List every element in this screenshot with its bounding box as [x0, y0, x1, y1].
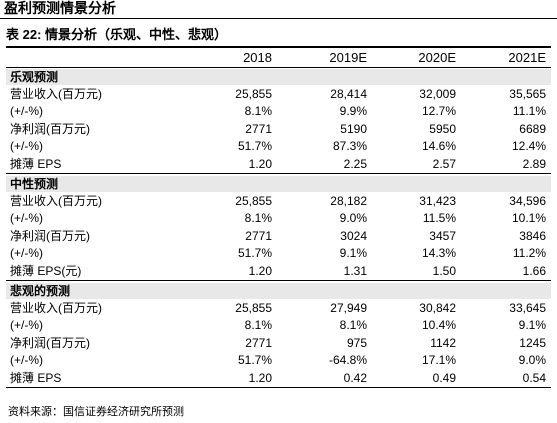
- header-rule: [6, 67, 551, 68]
- cell: 5190: [340, 121, 367, 136]
- cell: 0.49: [432, 370, 456, 385]
- row-label: 营业收入(百万元): [10, 301, 102, 315]
- cell: 11.1%: [512, 104, 546, 119]
- row-label: 净利润(百万元): [10, 335, 90, 350]
- row-label: 营业收入(百万元): [10, 194, 102, 208]
- section-rule: [6, 387, 551, 388]
- cell: 17.1%: [421, 353, 456, 368]
- row-label: 净利润(百万元): [10, 121, 90, 136]
- cell: 14.6%: [421, 139, 456, 154]
- cell: 1.20: [248, 263, 272, 278]
- cell: 975: [346, 335, 367, 350]
- cell: 10.4%: [421, 318, 456, 333]
- cell: 2771: [245, 335, 272, 350]
- cell: -64.8%: [328, 353, 367, 368]
- cell: 87.3%: [332, 139, 367, 154]
- column-header: 2019E: [329, 50, 367, 65]
- section-rule: [6, 173, 551, 174]
- cell: 8.1%: [244, 318, 272, 333]
- cell: 51.7%: [237, 353, 272, 368]
- page-title: 盈利预测情景分析: [4, 0, 116, 16]
- cell: 1.20: [248, 370, 272, 385]
- cell: 9.1%: [339, 246, 367, 261]
- cell: 3024: [340, 228, 367, 243]
- cell: 27,949: [330, 301, 367, 315]
- cell: 25,855: [235, 194, 272, 208]
- cell: 35,565: [509, 87, 546, 101]
- column-header: 2020E: [418, 50, 456, 65]
- table-caption: 表 22: 情景分析（乐观、中性、悲观）: [6, 27, 228, 42]
- row-label: (+/-%): [10, 139, 43, 154]
- cell: 31,423: [419, 194, 456, 208]
- cell: 11.2%: [512, 246, 546, 261]
- cell: 1.66: [522, 263, 546, 278]
- row-label: (+/-%): [10, 318, 43, 333]
- section-band: [6, 283, 551, 299]
- cell: 8.1%: [339, 318, 367, 333]
- cell: 2771: [245, 228, 272, 243]
- title-rule: [0, 18, 557, 19]
- section-band: [6, 176, 551, 192]
- cell: 6689: [519, 121, 546, 136]
- top-rule: [6, 46, 551, 48]
- cell: 12.7%: [421, 104, 456, 119]
- row-label: (+/-%): [10, 211, 43, 226]
- row-label: (+/-%): [10, 104, 43, 119]
- row-label: 摊薄 EPS(元): [10, 263, 82, 278]
- cell: 0.54: [522, 370, 546, 385]
- cell: 2771: [245, 121, 272, 136]
- section-rule: [6, 280, 551, 281]
- cell: 28,414: [330, 87, 367, 101]
- section-title: 悲观的预测: [10, 284, 71, 298]
- section-title: 乐观预测: [10, 70, 59, 84]
- cell: 3457: [429, 228, 456, 243]
- cell: 2.57: [432, 156, 456, 171]
- cell: 0.42: [343, 370, 367, 385]
- cell: 8.1%: [244, 104, 272, 119]
- row-label: 营业收入(百万元): [10, 87, 102, 101]
- cell: 51.7%: [237, 246, 272, 261]
- cell: 1.31: [343, 263, 367, 278]
- cell: 30,842: [419, 301, 456, 315]
- cell: 51.7%: [237, 139, 272, 154]
- cell: 25,855: [235, 301, 272, 315]
- cell: 12.4%: [511, 139, 546, 154]
- cell: 10.1%: [511, 211, 546, 226]
- section-band: [6, 69, 551, 85]
- cell: 3846: [519, 228, 546, 243]
- cell: 34,596: [509, 194, 546, 208]
- source-note: 资料来源：国信证券经济研究所预测: [8, 406, 184, 418]
- cell: 2.25: [343, 156, 367, 171]
- cell: 11.5%: [422, 211, 456, 226]
- cell: 32,009: [419, 87, 456, 101]
- row-label: 摊薄 EPS: [10, 370, 62, 385]
- cell: 8.1%: [244, 211, 272, 226]
- cell: 5950: [429, 121, 456, 136]
- cell: 2.89: [522, 156, 546, 171]
- cell: 1.50: [432, 263, 456, 278]
- cell: 9.1%: [518, 318, 546, 333]
- cell: 1.20: [248, 156, 272, 171]
- row-label: 净利润(百万元): [10, 228, 90, 243]
- section-title: 中性预测: [10, 177, 59, 191]
- row-label: 摊薄 EPS: [10, 156, 62, 171]
- cell: 1245: [519, 335, 546, 350]
- cell: 9.9%: [339, 104, 367, 119]
- cell: 28,182: [330, 194, 367, 208]
- row-label: (+/-%): [10, 353, 43, 368]
- cell: 14.3%: [421, 246, 456, 261]
- cell: 33,645: [509, 301, 546, 315]
- column-header: 2018: [243, 50, 272, 65]
- cell: 9.0%: [518, 353, 546, 368]
- cell: 1142: [430, 335, 456, 350]
- column-header: 2021E: [508, 50, 546, 65]
- cell: 9.0%: [339, 211, 367, 226]
- row-label: (+/-%): [10, 246, 43, 261]
- cell: 25,855: [235, 87, 272, 101]
